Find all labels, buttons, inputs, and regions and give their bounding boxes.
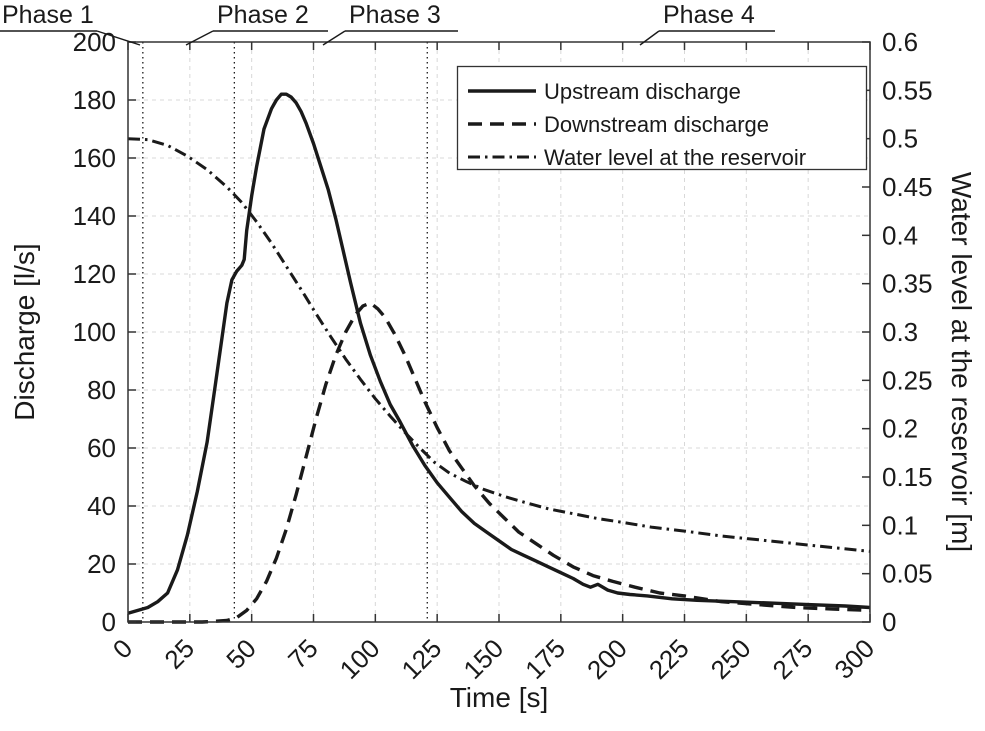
y-tick-label-right: 0.55 — [882, 75, 933, 105]
phase-label-leader-line — [639, 30, 660, 46]
legend-entry-label: Downstream discharge — [544, 112, 769, 137]
phase-label-leader-line — [322, 30, 346, 46]
legend: Upstream discharge Downstream discharge Wa… — [456, 65, 868, 171]
y-tick-label-right: 0.45 — [882, 172, 933, 202]
y-tick-label-right: 0.05 — [882, 559, 933, 589]
y-tick-label-right: 0.5 — [882, 124, 918, 154]
phase-label: Phase 4 — [663, 1, 755, 29]
y-tick-label-right: 0.3 — [882, 317, 918, 347]
legend-entry-label: Upstream discharge — [544, 79, 741, 104]
y-tick-label-left: 80 — [87, 375, 116, 405]
phase-annotations: Phase 1 Phase 2 Phase 3 Phase 4 — [0, 1, 775, 46]
legend-box — [456, 65, 868, 171]
series-upstream-discharge — [127, 92, 871, 615]
phase-label-leader-line — [96, 30, 141, 46]
y-tick-label-left: 160 — [73, 143, 116, 173]
y-tick-label-right: 0.6 — [882, 27, 918, 57]
y-tick-label-left: 180 — [73, 85, 116, 115]
series-downstream-discharge — [128, 301, 871, 624]
x-axis-label: Time [s] — [450, 682, 549, 713]
y-tick-label-right: 0.15 — [882, 462, 933, 492]
axis-ticks — [127, 41, 871, 623]
y-tick-label-right: 0 — [882, 607, 896, 637]
y-axis-label-left: Discharge [l/s] — [9, 243, 40, 420]
phase-label: Phase 3 — [349, 1, 441, 29]
y-tick-label-left: 100 — [73, 317, 116, 347]
phase-label: Phase 2 — [217, 1, 309, 29]
y-tick-label-right: 0.4 — [882, 220, 918, 250]
y-tick-label-left: 60 — [87, 433, 116, 463]
series-group — [127, 92, 871, 624]
y-tick-label-left: 200 — [73, 27, 116, 57]
y-tick-label-left: 0 — [102, 607, 116, 637]
phase-label-leader-line — [185, 30, 214, 46]
y-tick-label-right: 0.1 — [882, 510, 918, 540]
y-axis-label-right: Water level at the reservoir [m] — [946, 172, 977, 552]
series-water-level-at-the-reservoir — [127, 137, 871, 553]
y-tick-label-left: 140 — [73, 201, 116, 231]
y-tick-label-right: 0.25 — [882, 365, 933, 395]
y-tick-label-left: 40 — [87, 491, 116, 521]
y-tick-label-right: 0.2 — [882, 414, 918, 444]
legend-entry-label: Water level at the reservoir — [544, 145, 806, 170]
y-tick-label-left: 20 — [87, 549, 116, 579]
y-tick-label-left: 120 — [73, 259, 116, 289]
y-tick-label-right: 0.35 — [882, 269, 933, 299]
phase-label: Phase 1 — [2, 1, 94, 29]
phase-boundaries — [142, 42, 428, 622]
